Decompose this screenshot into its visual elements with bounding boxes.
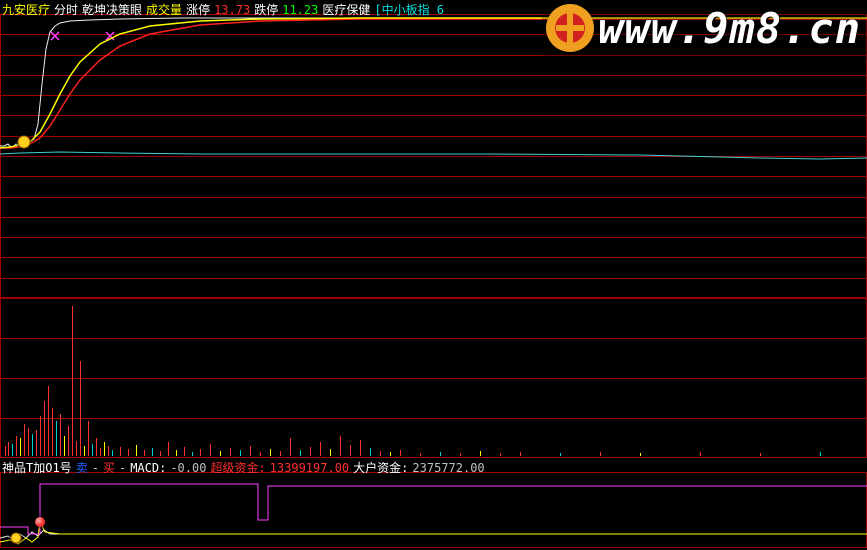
- dash2: -: [119, 461, 126, 475]
- limit-down-value: 11.23: [282, 3, 318, 17]
- super-fund-label: 超级资金:: [210, 459, 265, 476]
- index-label[interactable]: [中小板指 6: [374, 1, 444, 18]
- strategy-label: 乾坤决策眼: [82, 1, 142, 18]
- watermark: www.9m8.cn: [542, 0, 867, 60]
- dash1: -: [92, 461, 99, 475]
- volume-label: 成交量: [146, 1, 182, 18]
- price-panel-header: 九安医疗 分时 乾坤决策眼 成交量 涨停 13.73 跌停 11.23 医疗保健…: [2, 1, 444, 18]
- macd-value: -0.00: [170, 461, 206, 475]
- indicator-chart[interactable]: [0, 472, 867, 548]
- limit-up-value: 13.73: [214, 3, 250, 17]
- watermark-text: www.9m8.cn: [598, 4, 861, 53]
- volume-chart[interactable]: [0, 298, 867, 458]
- period-label[interactable]: 分时: [54, 1, 78, 18]
- watermark-logo-icon: [542, 0, 598, 56]
- indicator-name: 神品T加O1号: [2, 459, 72, 476]
- super-fund-value: 13399197.00: [270, 461, 349, 475]
- macd-label: MACD:: [130, 461, 166, 475]
- indicator-panel-header: 神品T加O1号 卖 - 买 - MACD: -0.00 超级资金: 133991…: [2, 459, 485, 476]
- big-fund-label: 大户资金:: [353, 459, 408, 476]
- limit-up-label: 涨停: [186, 1, 210, 18]
- stock-name[interactable]: 九安医疗: [2, 1, 50, 18]
- chart-root: www.9m8.cn 九安医疗 分时 乾坤决策眼 成交量 涨停 13.73 跌停…: [0, 0, 867, 550]
- limit-down-label: 跌停: [254, 1, 278, 18]
- sell-label: 卖: [76, 459, 88, 476]
- sector-label[interactable]: 医疗保健: [322, 1, 370, 18]
- big-fund-value: 2375772.00: [412, 461, 484, 475]
- buy-label: 买: [103, 459, 115, 476]
